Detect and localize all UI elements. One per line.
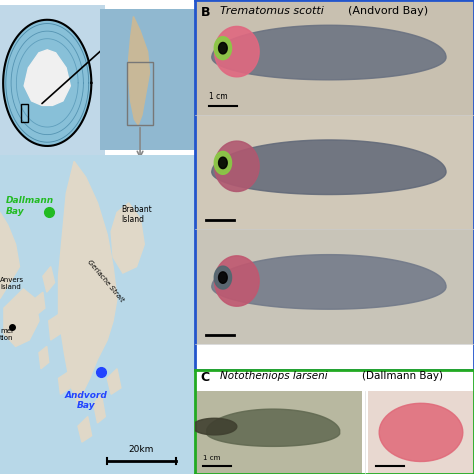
Polygon shape [4, 289, 39, 346]
Text: 1 cm: 1 cm [209, 91, 228, 100]
Polygon shape [212, 25, 446, 80]
Text: Andvord
Bay: Andvord Bay [64, 391, 107, 410]
Polygon shape [215, 141, 259, 191]
Polygon shape [93, 394, 105, 423]
Polygon shape [214, 36, 231, 60]
Polygon shape [128, 17, 149, 125]
Text: 1 cm: 1 cm [203, 455, 221, 461]
Polygon shape [78, 417, 91, 442]
Bar [368, 391, 474, 474]
Text: (Dallmann Bay): (Dallmann Bay) [363, 371, 443, 381]
Bar [195, 391, 363, 474]
Text: Trematomus scotti: Trematomus scotti [220, 6, 324, 16]
Polygon shape [212, 140, 446, 194]
Bar [195, 0, 474, 115]
Text: (Andvord Bay): (Andvord Bay) [348, 6, 428, 16]
Polygon shape [58, 372, 70, 394]
Polygon shape [219, 43, 227, 54]
Polygon shape [215, 27, 259, 77]
Polygon shape [207, 409, 340, 447]
Text: 20km: 20km [128, 445, 154, 454]
Polygon shape [3, 20, 91, 146]
Bar [195, 229, 474, 344]
Text: mer
tion: mer tion [0, 328, 14, 341]
Polygon shape [214, 266, 231, 289]
Polygon shape [219, 272, 227, 283]
Text: B: B [201, 6, 210, 18]
Polygon shape [215, 256, 259, 306]
Polygon shape [49, 315, 61, 340]
Bar [127, 62, 153, 125]
Polygon shape [24, 50, 70, 105]
Polygon shape [43, 267, 55, 292]
Text: Brabant
Island: Brabant Island [121, 205, 152, 224]
Text: Dallmann
Bay: Dallmann Bay [6, 196, 54, 216]
Polygon shape [39, 346, 49, 369]
Polygon shape [107, 369, 121, 394]
Polygon shape [58, 161, 117, 404]
Bar [21, 104, 28, 122]
Text: C: C [201, 371, 210, 384]
Polygon shape [379, 403, 463, 462]
Polygon shape [214, 151, 231, 174]
Polygon shape [35, 292, 45, 315]
Text: Gerlache Strait: Gerlache Strait [86, 258, 124, 303]
Polygon shape [0, 212, 19, 299]
Polygon shape [219, 157, 227, 169]
Polygon shape [111, 203, 144, 273]
Text: Nototheniops larseni: Nototheniops larseni [220, 371, 328, 381]
Text: Anvers
Island: Anvers Island [0, 277, 24, 290]
Polygon shape [212, 255, 446, 309]
Bar [195, 115, 474, 229]
Polygon shape [192, 418, 237, 435]
